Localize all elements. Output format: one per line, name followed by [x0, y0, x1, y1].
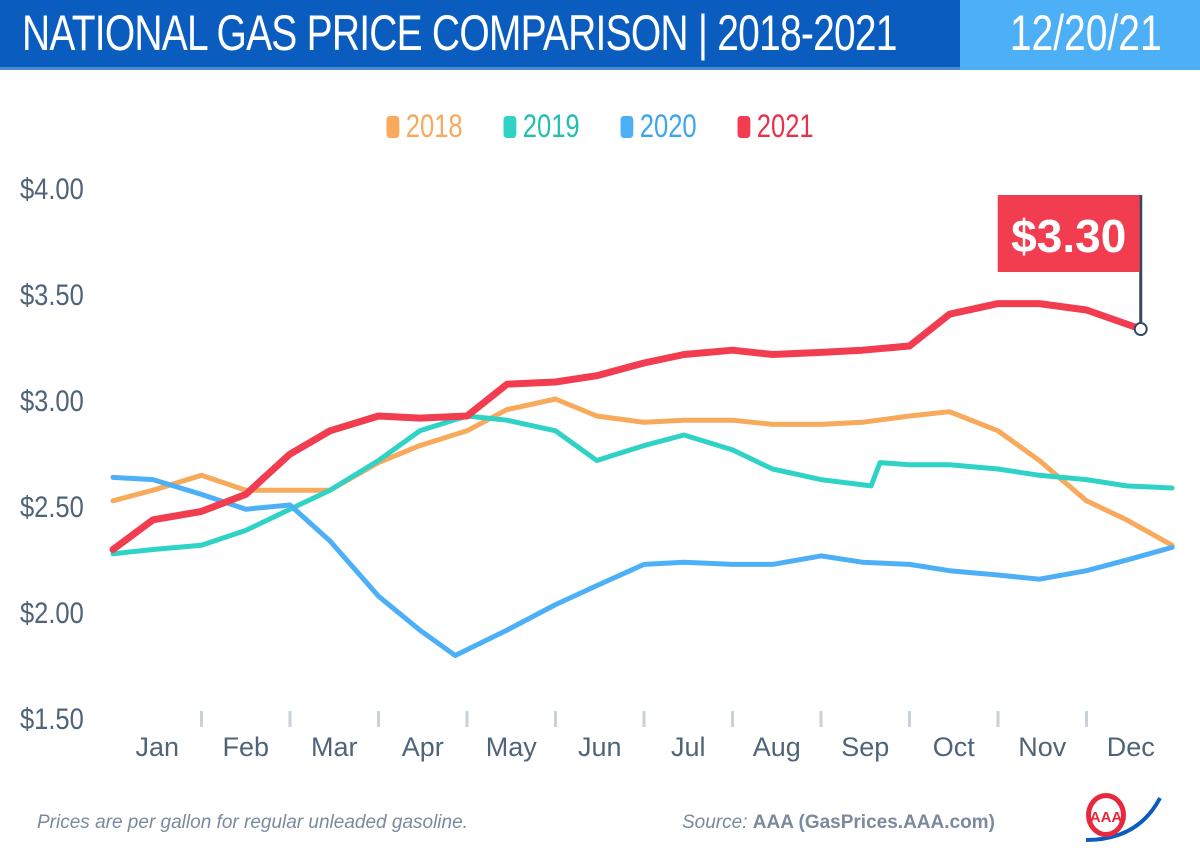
source-value: AAA (GasPrices.AAA.com): [752, 812, 995, 833]
series-line-2020: [110, 474, 1175, 658]
x-tick-label: Jun: [578, 732, 622, 762]
svg-text:AAA: AAA: [1090, 809, 1123, 826]
series-line-2019: [110, 413, 1175, 557]
end-point-marker: [1133, 322, 1148, 337]
x-tick-label: Feb: [222, 732, 269, 762]
x-tick-label: Dec: [1107, 732, 1155, 762]
source-label: Source:: [682, 812, 748, 833]
y-tick-label: $2.50: [20, 490, 84, 523]
y-tick-label: $3.50: [20, 278, 84, 311]
legend-item-2021: 2021: [737, 108, 814, 145]
header-bar: NATIONAL GAS PRICE COMPARISON | 2018-202…: [0, 0, 960, 70]
x-tick-label: May: [486, 732, 538, 762]
x-tick-label: Nov: [1018, 732, 1067, 762]
legend-swatch: [620, 115, 634, 138]
x-tick-label: Jan: [135, 732, 179, 762]
y-tick-label: $1.50: [20, 702, 84, 735]
x-tick-label: Oct: [933, 732, 976, 762]
series-line-2021: [109, 300, 1145, 553]
legend-label: 2021: [756, 108, 814, 144]
flag-label: $3.30: [1011, 210, 1126, 262]
legend-label: 2018: [405, 108, 463, 144]
legend-swatch: [386, 115, 399, 138]
date-box: 12/20/21: [960, 0, 1200, 70]
legend-label: 2020: [639, 108, 697, 144]
chart-date: 12/20/21: [1010, 5, 1162, 61]
legend-item-2019: 2019: [503, 108, 579, 145]
x-tick-label: Jul: [671, 732, 706, 762]
legend-item-2020: 2020: [620, 108, 697, 145]
legend-item-2018: 2018: [386, 108, 462, 145]
footnote: Prices are per gallon for regular unlead…: [37, 812, 468, 833]
x-tick-label: Sep: [841, 732, 889, 762]
legend: 2018 2019 2020 2021: [0, 108, 1200, 145]
legend-label: 2019: [522, 108, 580, 144]
legend-swatch: [503, 115, 517, 138]
chart-title: NATIONAL GAS PRICE COMPARISON | 2018-202…: [22, 5, 898, 61]
y-tick-label: $2.00: [20, 596, 84, 629]
series-line-2018: [110, 396, 1175, 548]
legend-swatch: [737, 115, 751, 138]
flag-box: [997, 195, 1140, 272]
y-tick-label: $4.00: [20, 172, 84, 205]
source: Source: AAA (GasPrices.AAA.com): [682, 812, 995, 834]
aaa-logo: AAA: [1085, 793, 1162, 842]
x-tick-label: Mar: [311, 732, 358, 762]
x-tick-label: Aug: [753, 732, 801, 762]
x-tick-label: Apr: [402, 732, 444, 762]
y-tick-label: $3.00: [20, 384, 84, 417]
